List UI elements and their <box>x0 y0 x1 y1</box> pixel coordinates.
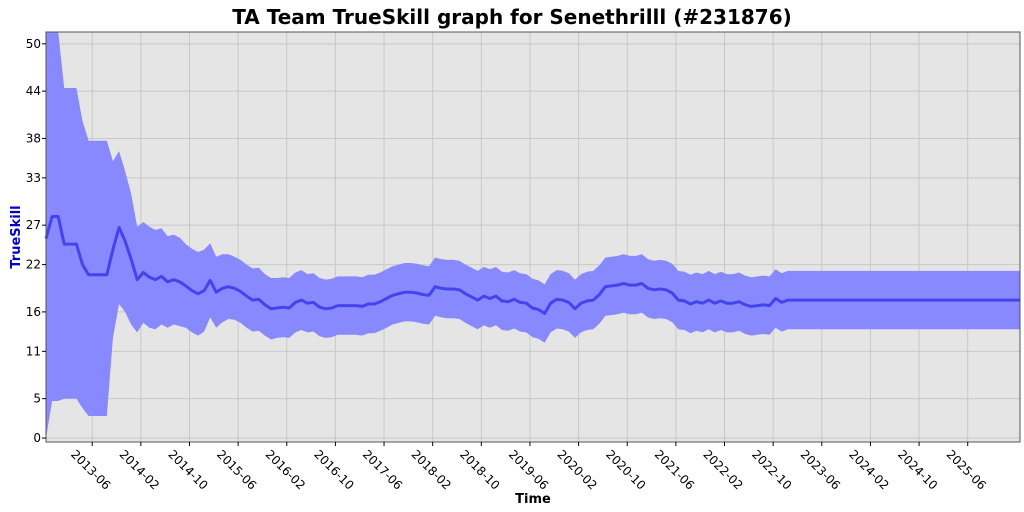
x-tick-label-12: 2021-06 <box>652 447 697 492</box>
x-tick-label-17: 2024-10 <box>895 447 940 492</box>
x-axis-label: Time <box>515 492 551 507</box>
y-axis-ticks: 0 5 11 16 22 27 33 38 44 50 <box>26 37 46 445</box>
x-tick-label-13: 2022-02 <box>700 447 745 492</box>
trueskill-uncertainty-band <box>46 32 1020 439</box>
y-tick-label-4: 22 <box>26 258 41 272</box>
y-tick-label-8: 44 <box>26 84 41 98</box>
plot-frame <box>45 31 1021 443</box>
x-axis-ticks: 2013-06 2014-02 2014-10 2015-06 2016-02 2016-… <box>68 442 989 493</box>
chart-title: TA Team TrueSkill graph for Senethrilll … <box>232 5 792 29</box>
x-tick-label-7: 2018-02 <box>409 447 454 492</box>
x-tick-label-16: 2024-02 <box>846 447 891 492</box>
grid-lines <box>46 32 1020 442</box>
x-tick-label-9: 2019-06 <box>506 447 551 492</box>
y-tick-label-7: 38 <box>26 131 41 145</box>
x-tick-label-4: 2016-02 <box>263 447 308 492</box>
y-tick-label-3: 16 <box>26 305 41 319</box>
x-tick-label-5: 2016-10 <box>311 447 356 492</box>
x-tick-label-10: 2020-02 <box>554 447 599 492</box>
y-tick-label-2: 11 <box>26 344 41 358</box>
y-tick-label-1: 5 <box>33 392 41 406</box>
x-tick-label-1: 2014-02 <box>117 447 162 492</box>
x-tick-label-15: 2023-06 <box>798 447 843 492</box>
x-tick-label-8: 2018-10 <box>457 447 502 492</box>
x-tick-label-3: 2015-06 <box>214 447 259 492</box>
y-tick-label-9: 50 <box>26 37 41 51</box>
x-tick-label-0: 2013-06 <box>68 447 113 492</box>
y-tick-label-0: 0 <box>33 431 41 445</box>
x-tick-label-2: 2014-10 <box>165 447 210 492</box>
y-tick-label-6: 33 <box>26 171 41 185</box>
y-tick-label-5: 27 <box>26 218 41 232</box>
plot-area <box>46 32 1020 442</box>
x-tick-label-6: 2017-06 <box>360 447 405 492</box>
y-axis-label: TrueSkill <box>9 205 24 268</box>
x-tick-label-18: 2025-06 <box>944 447 989 492</box>
x-tick-label-14: 2022-10 <box>749 447 794 492</box>
x-tick-label-11: 2020-10 <box>603 447 648 492</box>
trueskill-mean-line <box>44 215 1020 315</box>
